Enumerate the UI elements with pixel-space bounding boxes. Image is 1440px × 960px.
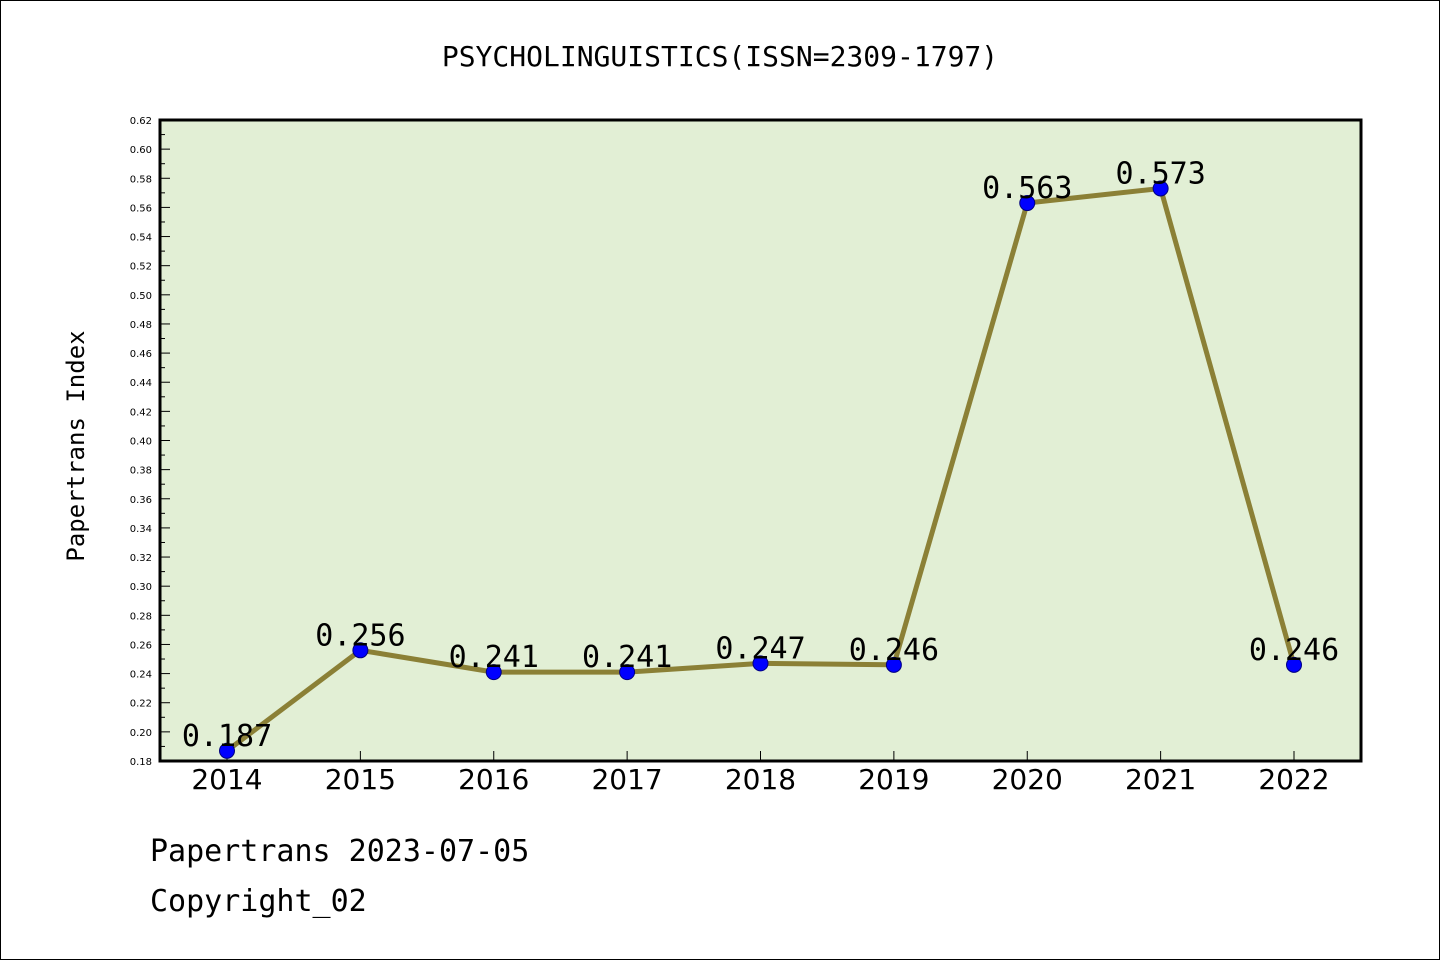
y-tick-label: 0.26 xyxy=(130,640,152,651)
data-point xyxy=(485,664,502,681)
data-label: 0.246 xyxy=(849,633,939,668)
x-tick-label: 2017 xyxy=(591,763,662,796)
y-tick-label: 0.58 xyxy=(130,174,152,185)
y-tick-label: 0.46 xyxy=(130,349,152,360)
data-label: 0.246 xyxy=(1249,633,1339,668)
y-tick-label: 0.60 xyxy=(130,145,152,156)
data-point xyxy=(619,664,636,681)
x-tick-label: 2021 xyxy=(1125,763,1196,796)
y-axis-ticks: 0.18 0.20 0.22 0.24 0.26 0.28 0.30 0.32 0.34 0.36… xyxy=(130,116,170,768)
y-tick-label: 0.30 xyxy=(130,582,152,593)
x-tick-label: 2014 xyxy=(191,763,262,796)
x-axis-ticks: 2014 2015 2016 2017 2018 2019 2020 2021 2022 xyxy=(191,751,1330,796)
data-point xyxy=(1286,656,1302,673)
y-tick-label: 0.42 xyxy=(130,407,152,418)
y-tick-label: 0.40 xyxy=(130,437,152,448)
y-tick-label: 0.56 xyxy=(130,203,152,214)
data-labels: 0.187 0.256 0.241 0.241 0.247 0.246 0.563 0.573… xyxy=(182,156,1339,753)
data-point xyxy=(885,656,902,673)
data-label: 0.247 xyxy=(715,631,805,666)
chart-title: PSYCHOLINGUISTICS(ISSN=2309-1797) xyxy=(442,40,998,73)
x-tick-label: 2022 xyxy=(1258,763,1329,796)
y-tick-label: 0.38 xyxy=(130,466,152,477)
x-tick-label: 2015 xyxy=(325,763,396,796)
y-tick-label: 0.36 xyxy=(130,495,152,506)
x-tick-label: 2016 xyxy=(458,763,529,796)
data-point xyxy=(1019,195,1036,212)
y-tick-label: 0.50 xyxy=(130,291,152,302)
data-point xyxy=(1152,180,1169,197)
data-point xyxy=(752,655,769,672)
footer-date: Papertrans 2023-07-05 xyxy=(150,834,530,869)
y-tick-label: 0.28 xyxy=(130,611,152,622)
data-label: 0.563 xyxy=(982,171,1072,206)
data-label: 0.241 xyxy=(582,640,672,675)
y-tick-label: 0.54 xyxy=(130,233,152,244)
y-tick-label: 0.48 xyxy=(130,320,152,331)
data-label: 0.256 xyxy=(315,618,405,653)
series-markers xyxy=(219,180,1302,759)
data-label: 0.241 xyxy=(449,640,539,675)
y-tick-label: 0.62 xyxy=(130,116,152,127)
y-tick-label: 0.18 xyxy=(130,757,152,768)
y-tick-label: 0.22 xyxy=(130,699,152,710)
x-tick-label: 2020 xyxy=(992,763,1063,796)
y-tick-label: 0.32 xyxy=(130,553,152,564)
y-tick-label: 0.52 xyxy=(130,262,152,273)
y-tick-label: 0.34 xyxy=(130,524,152,535)
data-point xyxy=(219,742,235,759)
y-tick-label: 0.24 xyxy=(130,670,152,681)
y-axis-label: Papertrans Index xyxy=(62,330,90,561)
footer-copyright: Copyright_02 xyxy=(150,884,367,919)
x-tick-label: 2018 xyxy=(725,763,796,796)
data-point xyxy=(352,642,369,659)
data-label: 0.187 xyxy=(182,719,272,754)
x-tick-label: 2019 xyxy=(858,763,929,796)
y-tick-label: 0.20 xyxy=(130,728,152,739)
data-label: 0.573 xyxy=(1115,156,1205,191)
y-tick-label: 0.44 xyxy=(130,378,152,389)
